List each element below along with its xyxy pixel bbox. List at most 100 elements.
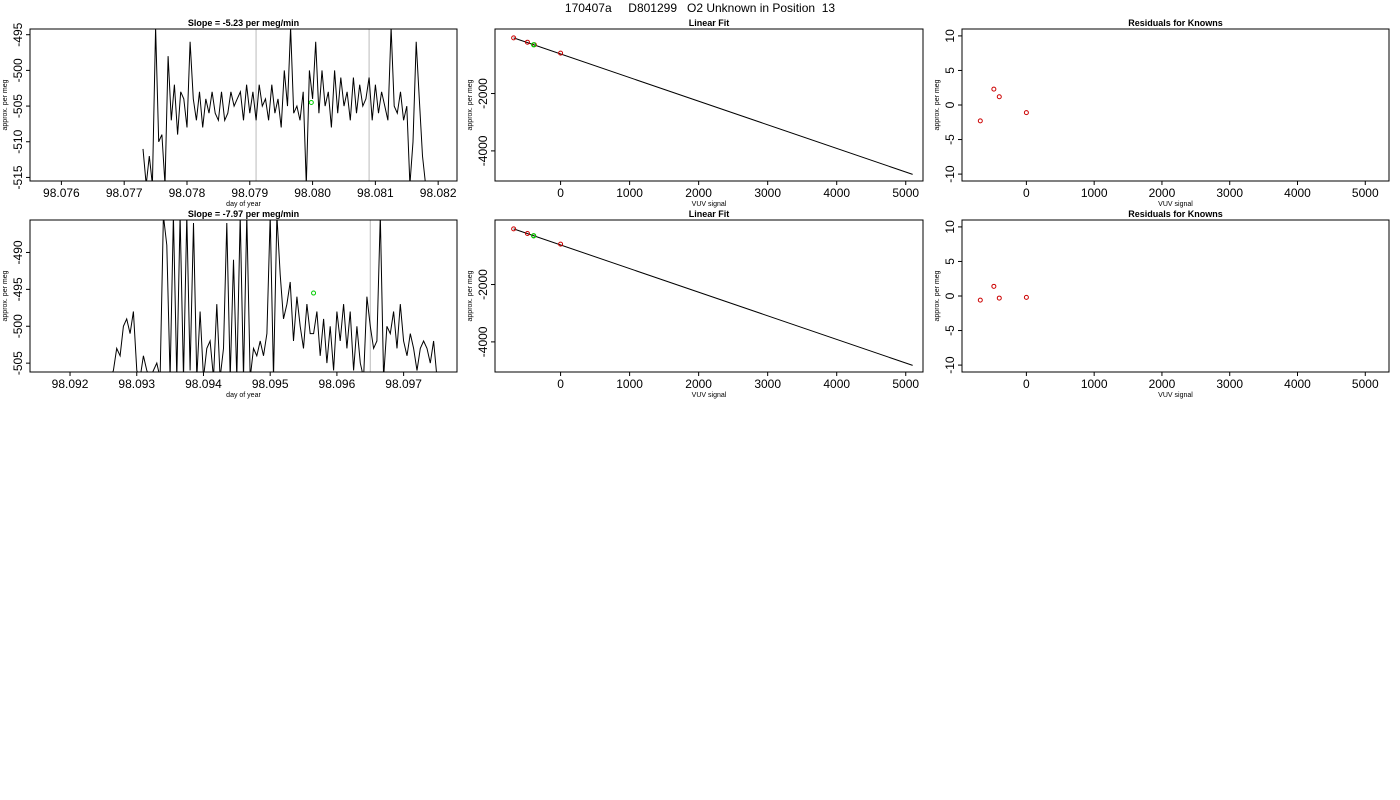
y-tick-label: -505 (11, 94, 25, 118)
y-axis-label: approx. per meg (467, 270, 474, 321)
known-point (1023, 294, 1029, 300)
y-tick-label: 10 (943, 220, 957, 234)
x-tick-label: 3000 (1216, 186, 1243, 200)
x-tick-label: 98.093 (118, 377, 155, 391)
x-tick-label: 2000 (685, 377, 712, 391)
known-point (524, 39, 530, 45)
y-tick-label: -495 (11, 22, 25, 46)
chart-res2: Residuals for Knowns VUV signal approx. pe… (934, 209, 1390, 399)
known-point (996, 94, 1002, 100)
x-tick-label: 0 (557, 377, 564, 391)
x-tick-label: 98.097 (385, 377, 422, 391)
x-tick-label: 98.096 (319, 377, 356, 391)
x-axis-label: VUV signal (692, 201, 727, 208)
chart-title: Linear Fit (689, 209, 730, 219)
fit-line (513, 228, 913, 366)
chart-title: Residuals for Knowns (1128, 209, 1223, 219)
plot-frame (961, 28, 1390, 182)
x-axis-label: day of year (226, 392, 261, 399)
x-tick-label: 1000 (1081, 377, 1108, 391)
x-tick-label: 98.094 (185, 377, 222, 391)
y-tick-label: -10 (943, 356, 957, 374)
x-axis-label: VUV signal (692, 392, 727, 399)
x-tick-label: 2000 (1149, 377, 1176, 391)
y-tick-label: -5 (943, 325, 957, 336)
y-tick-label: 10 (943, 29, 957, 43)
x-tick-label: 1000 (616, 186, 643, 200)
chart-title: Slope = -7.97 per meg/min (188, 209, 299, 219)
known-point (977, 118, 983, 124)
x-tick-label: 5000 (892, 377, 919, 391)
known-point (558, 50, 564, 56)
y-axis-label: approx. per meg (934, 79, 941, 130)
x-tick-label: 98.082 (420, 186, 457, 200)
known-point (511, 226, 517, 232)
x-tick-label: 98.092 (52, 377, 89, 391)
known-point (1023, 110, 1029, 116)
y-axis-label: approx. per meg (934, 270, 941, 321)
y-tick-label: 0 (943, 101, 957, 108)
x-tick-label: 4000 (823, 377, 850, 391)
known-point (558, 241, 564, 247)
x-tick-label: 1000 (1081, 186, 1108, 200)
x-tick-label: 5000 (892, 186, 919, 200)
x-tick-label: 5000 (1352, 186, 1379, 200)
plot-frame (494, 28, 924, 182)
y-tick-label: -2000 (476, 269, 490, 300)
x-tick-label: 0 (1023, 186, 1030, 200)
x-tick-label: 98.080 (294, 186, 331, 200)
plot-frame (494, 219, 924, 373)
plot-frame (961, 219, 1390, 373)
y-tick-label: -505 (11, 351, 25, 375)
page-title: 170407a D801299 O2 Unknown in Position 1… (564, 1, 836, 15)
x-tick-label: 2000 (1149, 186, 1176, 200)
chart-res1: Residuals for Knowns VUV signal approx. pe… (934, 18, 1390, 208)
x-tick-label: 2000 (685, 186, 712, 200)
y-tick-label: -500 (11, 314, 25, 338)
chart-title: Linear Fit (689, 18, 730, 28)
unknown-point (308, 100, 314, 106)
x-tick-label: 98.076 (43, 186, 80, 200)
chart-title: Slope = -5.23 per meg/min (188, 18, 299, 28)
unknown-point (531, 233, 537, 239)
x-tick-label: 5000 (1352, 377, 1379, 391)
chart-ts2: Slope = -7.97 per meg/min day of year appr… (2, 209, 458, 399)
y-tick-label: -500 (11, 58, 25, 82)
known-point (991, 283, 997, 289)
y-tick-label: 5 (943, 67, 957, 74)
x-tick-label: 1000 (616, 377, 643, 391)
x-tick-label: 0 (557, 186, 564, 200)
y-axis-label: approx. per meg (467, 79, 474, 130)
plot-frame (29, 219, 458, 373)
y-tick-label: -4000 (476, 135, 490, 166)
y-tick-label: 0 (943, 292, 957, 299)
x-tick-label: 98.079 (231, 186, 268, 200)
x-tick-label: 0 (1023, 377, 1030, 391)
fit-line (513, 37, 913, 175)
y-tick-label: -490 (11, 240, 25, 264)
x-tick-label: 3000 (1216, 377, 1243, 391)
x-axis-label: day of year (226, 201, 261, 208)
known-point (511, 35, 517, 41)
y-tick-label: -5 (943, 134, 957, 145)
x-tick-label: 4000 (1284, 377, 1311, 391)
chart-fit1: Linear Fit VUV signal approx. per meg 0 1000… (467, 18, 924, 208)
y-tick-label: 5 (943, 258, 957, 265)
known-point (991, 86, 997, 92)
known-point (977, 297, 983, 303)
y-axis-label: approx. per meg (2, 79, 9, 130)
x-axis-label: VUV signal (1158, 392, 1193, 399)
x-tick-label: 4000 (1284, 186, 1311, 200)
x-tick-label: 98.081 (357, 186, 394, 200)
x-tick-label: 98.077 (106, 186, 143, 200)
chart-fit2: Linear Fit VUV signal approx. per meg 0 1000… (467, 209, 924, 399)
x-tick-label: 98.095 (252, 377, 289, 391)
chart-ts1: Slope = -5.23 per meg/min day of year appr… (2, 18, 458, 208)
series-line (142, 29, 426, 181)
y-tick-label: -495 (11, 277, 25, 301)
y-tick-label: -510 (11, 129, 25, 153)
x-tick-label: 3000 (754, 186, 781, 200)
y-tick-label: -2000 (476, 78, 490, 109)
y-axis-label: approx. per meg (2, 270, 9, 321)
